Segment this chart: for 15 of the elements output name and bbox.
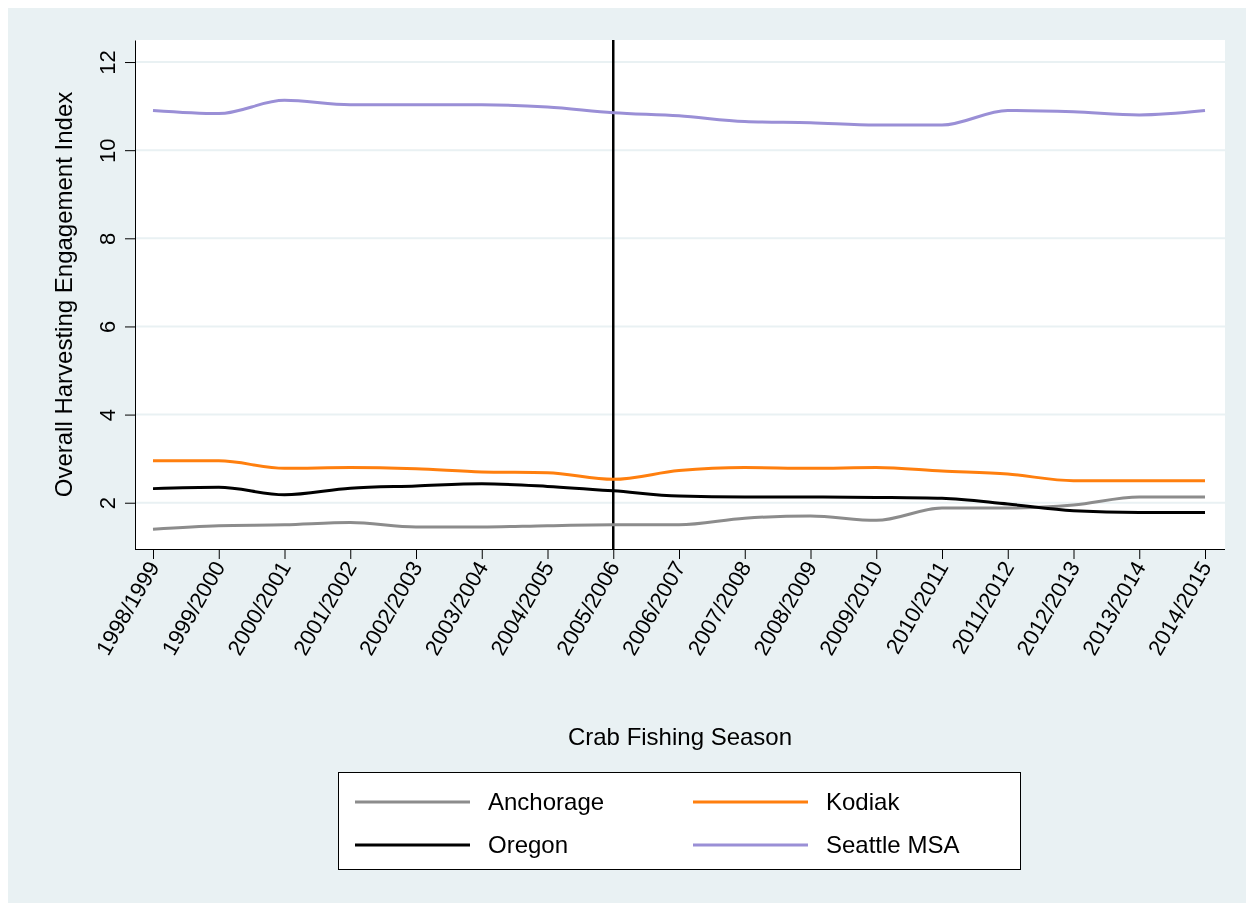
y-tick-label: 2: [94, 497, 120, 510]
y-tick-label: 4: [94, 408, 120, 422]
line-series: [151, 495, 1207, 531]
legend-label: Kodiak: [826, 788, 901, 816]
y-tick-label: 8: [94, 232, 120, 245]
y-axis-title: Overall Harvesting Engagement Index: [50, 91, 77, 498]
x-axis-title: Crab Fishing Season: [567, 723, 793, 750]
legend-label: Seattle MSA: [826, 831, 960, 859]
legend-label: Oregon: [488, 831, 569, 859]
y-tick-label: 10: [94, 138, 120, 163]
legend-label: Anchorage: [488, 788, 605, 816]
line-series: [151, 98, 1207, 127]
y-tick-label: 12: [94, 50, 120, 75]
line-series: [151, 459, 1207, 483]
y-tick-label: 6: [94, 320, 120, 334]
